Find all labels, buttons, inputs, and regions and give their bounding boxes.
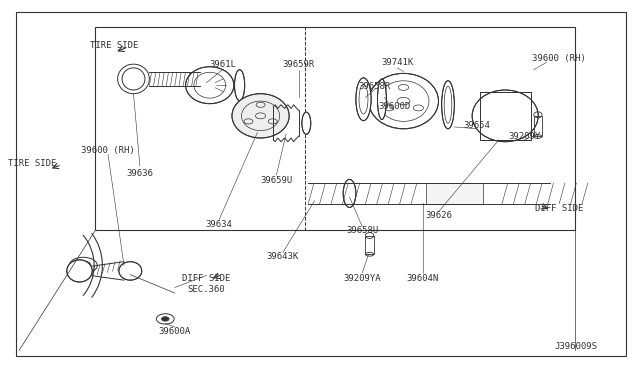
Text: 39658U: 39658U (346, 226, 378, 235)
Text: 39643K: 39643K (267, 251, 299, 261)
Text: 39741K: 39741K (381, 58, 413, 67)
Text: 39600D: 39600D (378, 102, 410, 111)
Text: 39600A: 39600A (159, 327, 191, 336)
Bar (95, 27, 575, 230)
Bar (480, 92, 531, 140)
Text: 39600 (RH): 39600 (RH) (81, 147, 135, 155)
Ellipse shape (234, 70, 244, 101)
Text: 3961L: 3961L (209, 60, 236, 69)
Text: 39658R: 39658R (359, 82, 391, 91)
Ellipse shape (378, 79, 387, 119)
Text: 39636: 39636 (127, 169, 154, 177)
Text: 39626: 39626 (425, 211, 452, 220)
Bar (534, 116, 542, 136)
Circle shape (161, 317, 169, 321)
Text: TIRE SIDE: TIRE SIDE (8, 159, 56, 169)
Ellipse shape (302, 112, 311, 134)
Text: J396009S: J396009S (554, 342, 597, 351)
Ellipse shape (472, 90, 538, 142)
Ellipse shape (232, 94, 289, 138)
Text: 39659R: 39659R (283, 60, 315, 69)
Ellipse shape (67, 260, 92, 282)
Ellipse shape (442, 81, 454, 129)
Bar (365, 236, 374, 254)
Text: 39604N: 39604N (406, 274, 438, 283)
Text: 39654: 39654 (463, 121, 490, 129)
Text: 39634: 39634 (206, 220, 233, 229)
Text: 39209Y: 39209Y (508, 132, 540, 141)
Ellipse shape (119, 262, 142, 280)
Text: 39600 (RH): 39600 (RH) (532, 54, 586, 63)
Text: TIRE SIDE: TIRE SIDE (90, 41, 139, 50)
Ellipse shape (186, 67, 234, 104)
Ellipse shape (369, 73, 438, 129)
Text: DIFF SIDE: DIFF SIDE (535, 203, 584, 213)
Bar (426, 183, 483, 204)
Ellipse shape (343, 179, 356, 208)
Text: 39209YA: 39209YA (344, 274, 381, 283)
Ellipse shape (356, 78, 371, 121)
Bar (305, 27, 575, 230)
Text: DIFF SIDE
SEC.360: DIFF SIDE SEC.360 (182, 274, 231, 294)
Text: 39659U: 39659U (260, 176, 292, 185)
